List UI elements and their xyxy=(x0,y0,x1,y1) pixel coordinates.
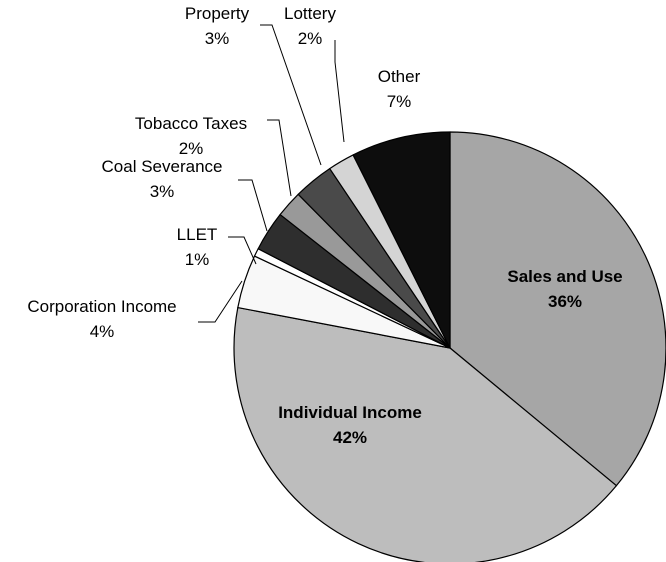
slice-value-sales-and-use: 36% xyxy=(548,292,582,311)
slice-label-llet: LLET xyxy=(177,225,218,244)
slice-label-coal-severance: Coal Severance xyxy=(102,157,223,176)
leader-line-coal-severance xyxy=(238,179,268,232)
slice-value-individual-income: 42% xyxy=(333,428,367,447)
slice-value-lottery: 2% xyxy=(298,29,323,48)
leader-line-corporation-income xyxy=(198,280,243,323)
slice-label-other: Other xyxy=(378,67,421,86)
slice-label-lottery: Lottery xyxy=(284,4,336,23)
slice-label-property: Property xyxy=(185,4,250,23)
slice-label-tobacco-taxes: Tobacco Taxes xyxy=(135,114,247,133)
slice-label-individual-income: Individual Income xyxy=(278,403,422,422)
leader-line-lottery xyxy=(334,40,345,143)
pie-slice-individual-income xyxy=(233,306,618,562)
leader-line-llet xyxy=(228,236,257,265)
slice-value-coal-severance: 3% xyxy=(150,182,175,201)
slice-labels: Sales and Use 36% Individual Income 42% Corp… xyxy=(27,4,622,447)
pie-slices xyxy=(233,131,666,562)
slice-label-corporation-income: Corporation Income xyxy=(27,297,176,316)
leader-lines xyxy=(198,24,345,323)
slice-value-other: 7% xyxy=(387,92,412,111)
leader-line-property xyxy=(260,24,322,166)
slice-value-llet: 1% xyxy=(185,250,210,269)
slice-label-sales-and-use: Sales and Use xyxy=(507,267,622,286)
pie-slice-other xyxy=(352,131,451,349)
slice-value-tobacco-taxes: 2% xyxy=(179,139,204,158)
slice-value-property: 3% xyxy=(205,29,230,48)
slice-value-corporation-income: 4% xyxy=(90,322,115,341)
pie-slice-sales-and-use xyxy=(449,131,666,487)
leader-line-tobacco-taxes xyxy=(267,119,292,197)
